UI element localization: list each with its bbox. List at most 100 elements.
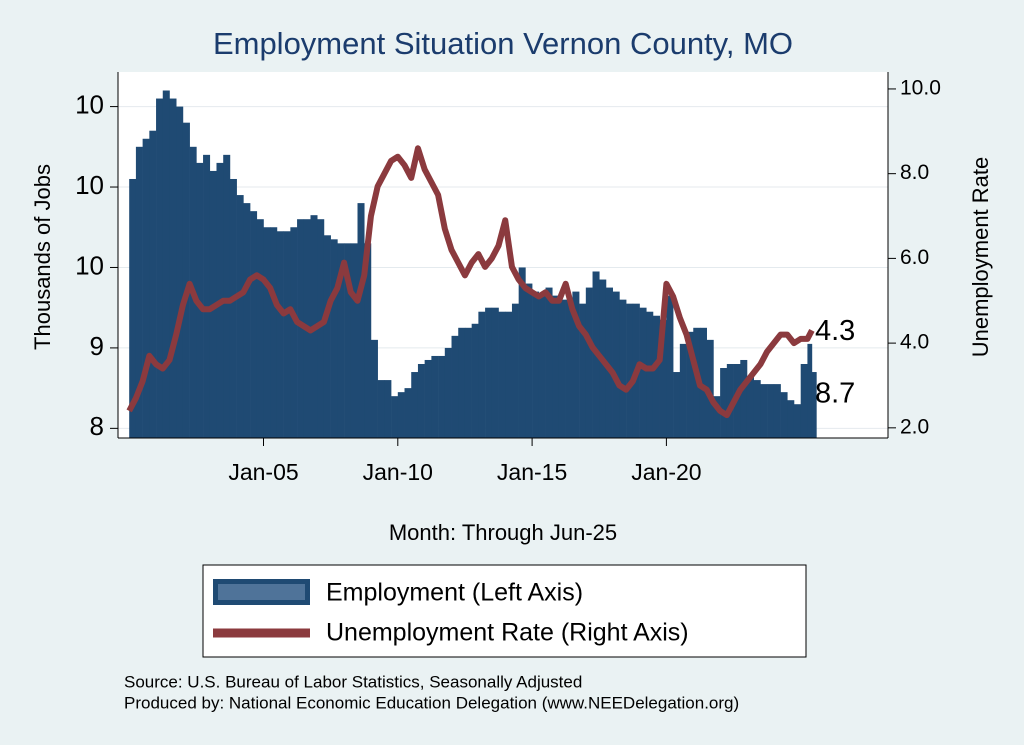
- bar: [532, 291, 540, 438]
- x-tick-label: Jan-20: [631, 459, 701, 485]
- bar: [679, 343, 687, 438]
- bar: [659, 319, 667, 438]
- bar: [297, 219, 305, 438]
- bar: [129, 178, 137, 438]
- bar: [464, 327, 472, 438]
- bar: [364, 243, 372, 438]
- bar: [552, 295, 560, 438]
- legend-label: Unemployment Rate (Right Axis): [326, 619, 689, 647]
- source-note: Source: U.S. Bureau of Labor Statistics,…: [124, 672, 582, 691]
- y2-tick-label: 6.0: [900, 246, 929, 269]
- bar: [250, 211, 258, 438]
- bar: [518, 267, 526, 438]
- bar: [800, 363, 808, 438]
- bar: [498, 311, 506, 438]
- value-label: 8.7: [815, 378, 855, 410]
- bar: [451, 335, 459, 438]
- bar: [236, 195, 244, 438]
- bar: [344, 243, 352, 438]
- bar: [646, 311, 654, 438]
- bar: [458, 327, 466, 438]
- bar: [686, 331, 694, 438]
- bar: [740, 359, 748, 438]
- bar: [619, 299, 627, 438]
- line: [126, 145, 815, 419]
- bar: [350, 243, 358, 438]
- legend-label: Employment (Left Axis): [326, 579, 583, 607]
- bar: [746, 376, 754, 438]
- bar: [760, 384, 768, 438]
- bar: [787, 400, 795, 438]
- bar: [330, 239, 338, 438]
- bar: [505, 311, 513, 438]
- bar: [411, 372, 419, 438]
- bar: [585, 287, 593, 438]
- bar: [169, 98, 177, 439]
- bar: [780, 392, 788, 438]
- value-label: 4.3: [815, 315, 855, 347]
- bar: [511, 303, 519, 438]
- y2-tick-label: 10.0: [900, 76, 941, 99]
- x-tick-label: Jan-15: [497, 459, 567, 485]
- y-tick-label: 8: [90, 411, 104, 441]
- bar: [699, 327, 707, 438]
- bar: [673, 372, 681, 438]
- bar: [290, 227, 298, 438]
- bar: [417, 363, 425, 438]
- bar: [807, 343, 813, 438]
- bar: [223, 154, 231, 438]
- y-tick-label: 10: [75, 250, 104, 280]
- bar: [276, 231, 284, 438]
- bar: [538, 295, 546, 438]
- x-tick-label: Jan-10: [363, 459, 433, 485]
- bar: [565, 299, 573, 438]
- bar: [431, 355, 439, 438]
- bar: [579, 303, 587, 438]
- x-tick-label: Jan-05: [228, 459, 298, 485]
- x-axis-title: Month: Through Jun-25: [389, 520, 617, 545]
- bar: [720, 368, 728, 438]
- bar: [767, 384, 775, 438]
- bar: [243, 203, 251, 438]
- bar: [142, 138, 150, 438]
- y-tick-label: 10: [75, 89, 104, 119]
- bar: [370, 339, 378, 438]
- bar: [384, 380, 392, 438]
- bar: [156, 98, 164, 439]
- bar: [626, 303, 634, 438]
- bar: [639, 307, 647, 438]
- bar: [726, 363, 734, 438]
- bar: [471, 323, 479, 438]
- bar: [572, 291, 580, 438]
- bar: [773, 384, 781, 438]
- bar: [478, 311, 486, 438]
- bar: [203, 154, 211, 438]
- bar: [793, 404, 802, 438]
- bar: [182, 122, 190, 438]
- bar: [256, 219, 264, 438]
- bar: [605, 287, 613, 438]
- bar: [404, 388, 412, 438]
- bar: [753, 380, 761, 438]
- credit-note: Produced by: National Economic Education…: [124, 693, 739, 712]
- y2-tick-label: 8.0: [900, 161, 929, 184]
- legend-swatch-inner: [218, 584, 305, 600]
- bar: [491, 307, 499, 438]
- bar: [229, 178, 237, 438]
- bar: [397, 392, 405, 438]
- y2-axis-title: Unemployment Rate: [968, 157, 993, 358]
- bar: [270, 227, 278, 438]
- bar: [357, 203, 365, 438]
- bar: [612, 291, 620, 438]
- bar: [525, 283, 533, 438]
- y2-tick-label: 2.0: [900, 415, 929, 438]
- chart-title: Employment Situation Vernon County, MO: [213, 26, 793, 61]
- bar: [666, 295, 674, 438]
- bar: [323, 235, 331, 438]
- bar: [176, 106, 184, 438]
- bar: [283, 231, 291, 438]
- bar: [444, 347, 452, 438]
- bar: [424, 359, 432, 438]
- bar: [706, 339, 714, 438]
